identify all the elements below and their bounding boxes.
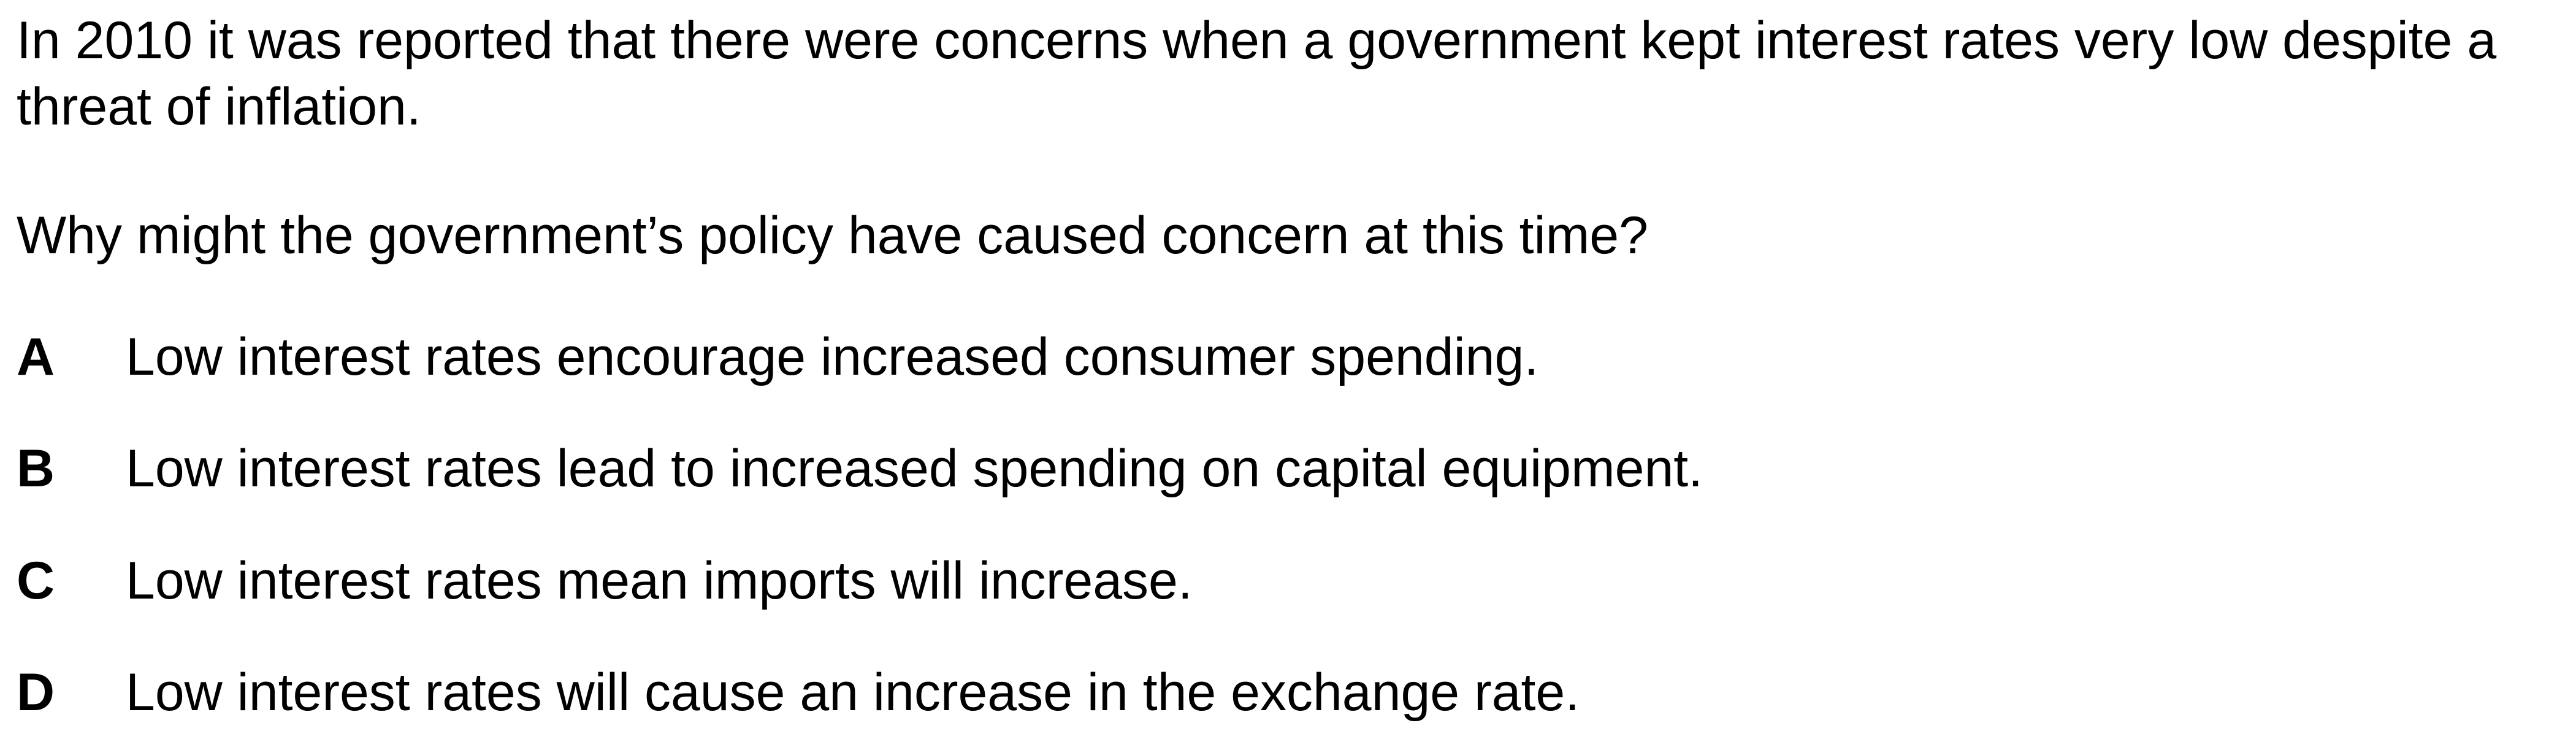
option-text-b: Low interest rates lead to increased spe… [126,439,1703,498]
option-text-a: Low interest rates encourage increased c… [126,327,1539,386]
option-text-d: Low interest rates will cause an increas… [126,663,1580,722]
option-letter-b: B [17,439,55,498]
question-stem: In 2010 it was reported that there were … [17,11,2497,136]
option-text-c: Low interest rates mean imports will inc… [126,551,1193,610]
option-letter-d: D [17,663,55,722]
option-letter-a: A [17,327,55,386]
option-letter-c: C [17,551,55,610]
question-prompt: Why might the government’s policy have c… [17,206,1648,265]
